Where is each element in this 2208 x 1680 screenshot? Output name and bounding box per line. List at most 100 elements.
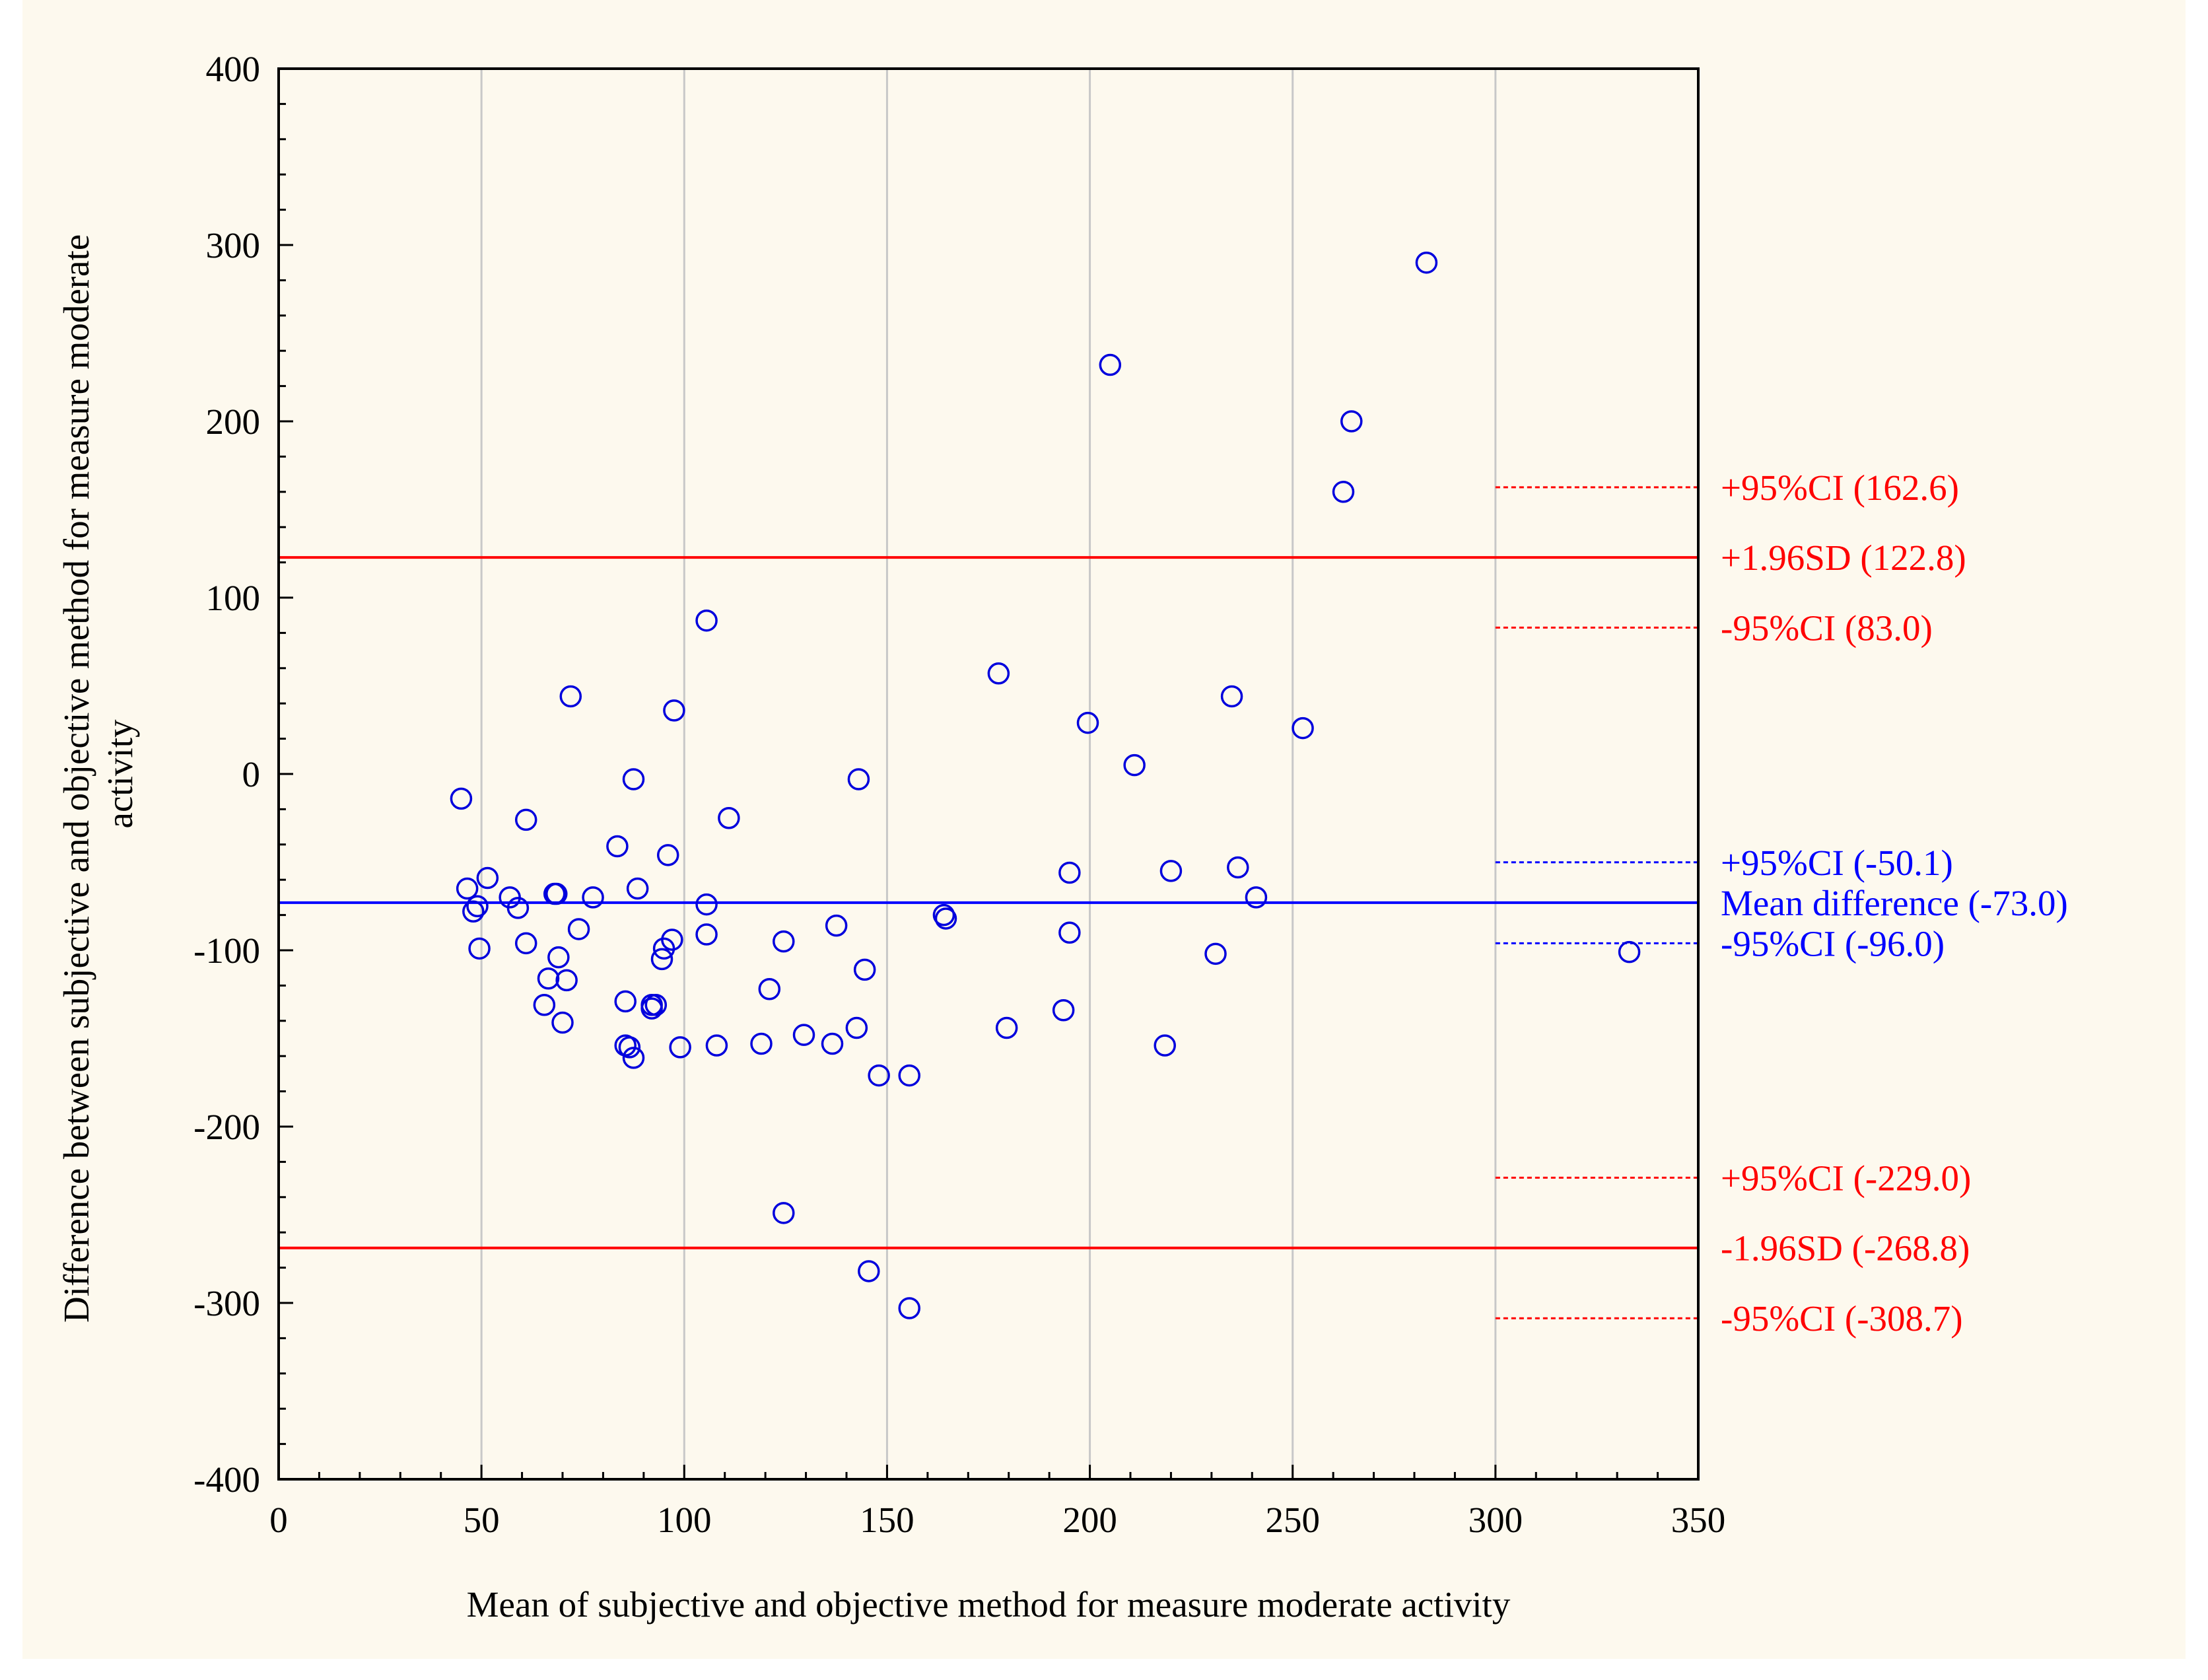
data-point [695, 893, 718, 916]
upper-ci-upper-loa-label: +95%CI (162.6) [1721, 468, 1959, 508]
data-point [618, 1036, 641, 1059]
data-point [551, 1011, 574, 1034]
data-point [750, 1032, 773, 1055]
data-point [547, 946, 570, 969]
data-point [845, 1016, 868, 1039]
data-point [506, 897, 530, 919]
y-tick-label: 0 [242, 754, 261, 794]
data-point [533, 994, 556, 1016]
y-tick-label: 200 [206, 402, 261, 442]
x-tick-label: 350 [1671, 1500, 1726, 1540]
data-point [626, 877, 649, 900]
data-point [559, 685, 582, 708]
x-tick-label: 250 [1265, 1500, 1320, 1540]
y-axis-title: Difference between subjective and object… [56, 225, 140, 1323]
y-tick-label: -200 [193, 1107, 260, 1147]
upper-loa-label: +1.96SD (122.8) [1721, 538, 1966, 578]
lower-ci-mean-label: -95%CI (-96.0) [1721, 923, 1945, 963]
data-point [898, 1297, 920, 1319]
data-point [1076, 711, 1099, 734]
data-point [858, 1260, 880, 1282]
data-point [695, 609, 718, 632]
data-point [622, 1047, 645, 1069]
data-point [705, 1034, 728, 1057]
data-point [661, 928, 683, 951]
x-axis-title: Mean of subjective and objective method … [467, 1584, 1511, 1625]
y-axis-title-line-1: Difference between subjective and object… [56, 234, 96, 1323]
data-point [650, 948, 673, 971]
data-point [1292, 717, 1314, 740]
data-point [476, 866, 499, 890]
data-point [1123, 753, 1146, 777]
bland-altman-chart: 0 50 100 150 200 250 300 350 400 300 200 100 0 -100 -2… [56, 49, 2068, 1625]
upper-ci-mean-label: +95%CI (-50.1) [1721, 843, 1953, 883]
data-points [450, 251, 1641, 1319]
data-point [773, 930, 795, 953]
data-point [868, 1064, 890, 1087]
data-point [663, 699, 685, 722]
y-tick-label: -100 [193, 930, 260, 971]
data-point [1154, 1034, 1176, 1057]
y-tick-label: -300 [193, 1283, 260, 1323]
data-point [934, 907, 957, 930]
grid-lines [480, 69, 1497, 1479]
data-point [1052, 999, 1075, 1022]
y-tick-label: 400 [206, 49, 261, 89]
data-point [456, 877, 479, 900]
upper-ci-lower-loa-label: +95%CI (-229.0) [1721, 1158, 1971, 1198]
data-point [537, 967, 560, 990]
data-point [1227, 856, 1249, 879]
data-point [640, 997, 663, 1020]
reference-lines [279, 486, 1698, 1319]
data-point [545, 882, 568, 905]
data-point [1058, 861, 1081, 884]
data-point [669, 1036, 691, 1059]
data-point [462, 900, 485, 923]
data-point [825, 914, 848, 937]
y-tick-label: -400 [193, 1459, 260, 1500]
data-point [514, 808, 537, 831]
x-tick-label: 300 [1468, 1500, 1523, 1540]
data-point [718, 807, 740, 829]
data-point [1245, 886, 1268, 909]
data-point [758, 977, 781, 1000]
lower-ci-upper-loa-label: -95%CI (83.0) [1721, 608, 1933, 648]
data-point [468, 937, 491, 960]
axis-ticks: 0 50 100 150 200 250 300 350 400 300 200 100 0 -100 -2… [193, 49, 1725, 1540]
lower-ci-lower-loa-label: -95%CI (-308.7) [1721, 1298, 1963, 1339]
data-point [582, 886, 604, 909]
lower-loa-label: -1.96SD (-268.8) [1721, 1228, 1970, 1269]
x-tick-label: 200 [1062, 1500, 1117, 1540]
data-point [847, 768, 870, 790]
data-point [614, 990, 637, 1013]
x-tick-label: 50 [464, 1500, 500, 1540]
y-tick-label: 100 [206, 578, 261, 618]
plot-area-border [277, 67, 1700, 1481]
data-point [567, 918, 590, 940]
data-point [450, 787, 473, 810]
data-point [821, 1032, 844, 1055]
data-point [514, 932, 537, 955]
data-point [1058, 921, 1081, 944]
data-point [555, 969, 578, 992]
data-point [853, 958, 876, 981]
data-point [656, 844, 679, 866]
data-point [987, 662, 1010, 685]
data-point [1220, 685, 1243, 708]
data-point [1332, 481, 1355, 503]
data-point [898, 1064, 920, 1087]
data-point [773, 1202, 795, 1224]
data-point [792, 1024, 815, 1046]
data-point [466, 895, 489, 917]
chart-frame: 0 50 100 150 200 250 300 350 400 300 200 100 0 -100 -2… [22, 0, 2186, 1659]
data-point [1099, 353, 1122, 376]
y-axis-title-line-2: activity [100, 719, 140, 828]
data-point [1159, 860, 1183, 882]
data-point [995, 1016, 1018, 1039]
x-tick-label: 100 [657, 1500, 712, 1540]
mean-difference-label: Mean difference (-73.0) [1721, 883, 2068, 923]
x-tick-label: 0 [269, 1500, 288, 1540]
data-point [695, 923, 718, 946]
x-tick-label: 150 [860, 1500, 914, 1540]
data-point [1618, 940, 1641, 963]
